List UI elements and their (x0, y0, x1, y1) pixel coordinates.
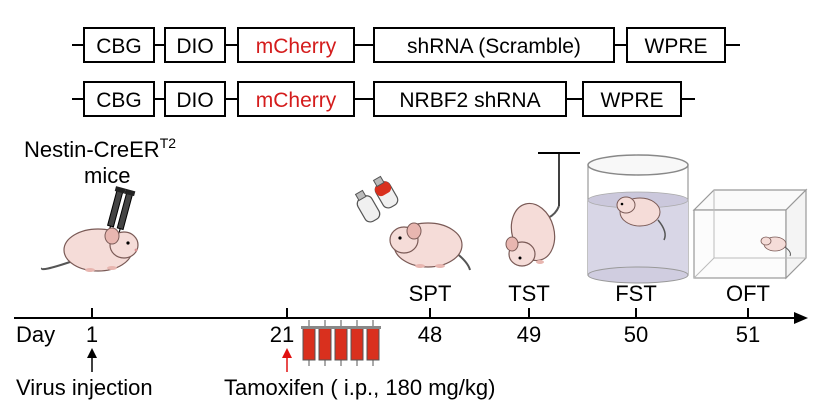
oft-open-field-box-icon (692, 188, 808, 280)
mcherry-box (237, 27, 355, 63)
spt-label: SPT (409, 281, 452, 306)
dio-box (164, 27, 226, 63)
day-tick-label: 49 (517, 322, 541, 347)
syringe-icon (333, 320, 349, 366)
oft-label: OFT (726, 281, 770, 306)
dio-label: DIO (176, 89, 213, 112)
timeline-arrowhead (794, 312, 808, 324)
syringe-icon (301, 320, 317, 366)
fst-water-tank-icon (587, 154, 689, 284)
tst-mouse-icon (505, 152, 580, 267)
tst-label: TST (508, 281, 550, 306)
syringe-icon (349, 320, 365, 366)
wpre-label: WPRE (645, 35, 708, 58)
injected-mouse-icon (40, 186, 139, 272)
spt-mouse-icon (354, 175, 471, 271)
wpre-label: WPRE (601, 89, 664, 112)
dio-box (164, 81, 226, 117)
cbg-label: CBG (96, 89, 142, 112)
mouse-strain-label: Nestin-CreERT2 (24, 135, 176, 162)
mcherry-label: mCherry (256, 89, 337, 112)
nrbf2-shrna-label: NRBF2 shRNA (399, 89, 540, 112)
day-tick-label: 50 (624, 322, 648, 347)
virus-injection-arrow-icon (87, 348, 97, 372)
shrna-scramble-label: shRNA (Scramble) (407, 35, 581, 58)
nrbf2-shrna-box (373, 81, 567, 117)
wpre-box (626, 27, 726, 63)
construct-scramble: CBG DIO mCherry shRNA (Scramble) WPRE (72, 27, 740, 63)
day-tick-label: 21 (270, 322, 294, 347)
syringe-icon (317, 320, 333, 366)
cbg-box (83, 81, 155, 117)
construct-nrbf2: CBG DIO mCherry NRBF2 shRNA WPRE (72, 81, 695, 117)
mouse-strain-label-line2: mice (84, 163, 130, 188)
day-tick-label: 48 (418, 322, 442, 347)
tamoxifen-arrow-icon (282, 348, 292, 372)
mcherry-label: mCherry (256, 35, 337, 58)
day-tick-label: 1 (86, 322, 98, 347)
wpre-box (582, 81, 682, 117)
day-axis-label: Day (16, 322, 55, 347)
tamoxifen-label: Tamoxifen ( i.p., 180 mg/kg) (224, 375, 495, 400)
day-tick-label: 51 (736, 322, 760, 347)
dio-label: DIO (176, 35, 213, 58)
shrna-scramble-box (373, 27, 615, 63)
cbg-box (83, 27, 155, 63)
timeline-axis (14, 308, 808, 324)
mcherry-box (237, 81, 355, 117)
syringe-icon (365, 320, 381, 366)
fst-label: FST (615, 281, 657, 306)
tamoxifen-syringes-icon (301, 320, 381, 366)
virus-injection-label: Virus injection (16, 375, 153, 400)
cbg-label: CBG (96, 35, 142, 58)
